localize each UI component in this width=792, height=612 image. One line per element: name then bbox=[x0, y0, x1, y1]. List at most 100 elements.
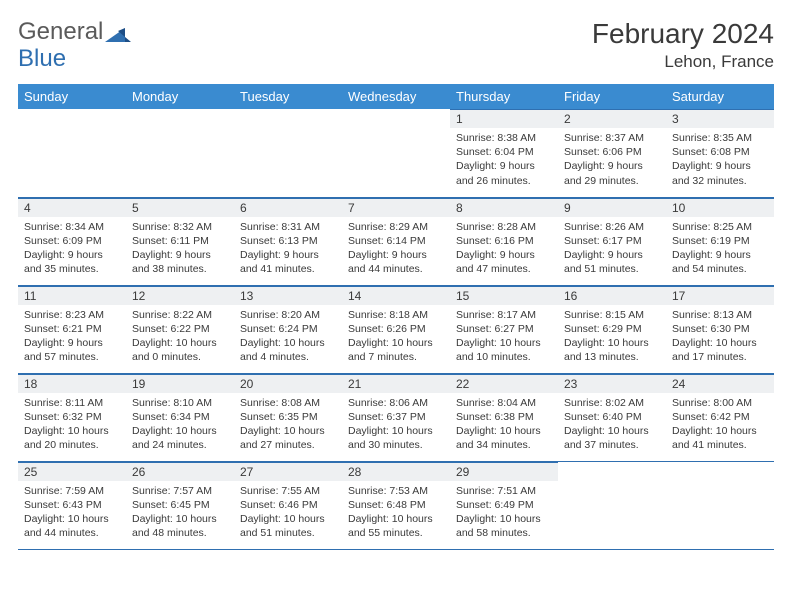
day-details: Sunrise: 8:08 AMSunset: 6:35 PMDaylight:… bbox=[234, 393, 342, 457]
day-details: Sunrise: 8:17 AMSunset: 6:27 PMDaylight:… bbox=[450, 305, 558, 369]
day-number: 4 bbox=[18, 198, 126, 217]
calendar-cell: 21Sunrise: 8:06 AMSunset: 6:37 PMDayligh… bbox=[342, 373, 450, 461]
weekday-header: Tuesday bbox=[234, 84, 342, 109]
logo-mark-icon bbox=[105, 24, 131, 44]
calendar-cell bbox=[342, 109, 450, 197]
calendar-table: Sunday Monday Tuesday Wednesday Thursday… bbox=[18, 84, 774, 550]
day-number: 15 bbox=[450, 286, 558, 305]
day-number: 14 bbox=[342, 286, 450, 305]
day-details: Sunrise: 8:22 AMSunset: 6:22 PMDaylight:… bbox=[126, 305, 234, 369]
calendar-cell: 27Sunrise: 7:55 AMSunset: 6:46 PMDayligh… bbox=[234, 461, 342, 549]
day-details: Sunrise: 8:26 AMSunset: 6:17 PMDaylight:… bbox=[558, 217, 666, 281]
location: Lehon, France bbox=[592, 52, 774, 72]
calendar-cell bbox=[126, 109, 234, 197]
day-number: 27 bbox=[234, 462, 342, 481]
day-details: Sunrise: 7:57 AMSunset: 6:45 PMDaylight:… bbox=[126, 481, 234, 545]
logo: General bbox=[18, 18, 131, 46]
day-number: 9 bbox=[558, 198, 666, 217]
calendar-cell: 17Sunrise: 8:13 AMSunset: 6:30 PMDayligh… bbox=[666, 285, 774, 373]
day-details: Sunrise: 8:00 AMSunset: 6:42 PMDaylight:… bbox=[666, 393, 774, 457]
day-details: Sunrise: 8:25 AMSunset: 6:19 PMDaylight:… bbox=[666, 217, 774, 281]
day-number: 23 bbox=[558, 374, 666, 393]
day-details: Sunrise: 7:59 AMSunset: 6:43 PMDaylight:… bbox=[18, 481, 126, 545]
calendar-row: 11Sunrise: 8:23 AMSunset: 6:21 PMDayligh… bbox=[18, 285, 774, 373]
weekday-header: Friday bbox=[558, 84, 666, 109]
calendar-cell: 3Sunrise: 8:35 AMSunset: 6:08 PMDaylight… bbox=[666, 109, 774, 197]
calendar-cell: 1Sunrise: 8:38 AMSunset: 6:04 PMDaylight… bbox=[450, 109, 558, 197]
day-number: 20 bbox=[234, 374, 342, 393]
day-number: 3 bbox=[666, 109, 774, 128]
day-number: 18 bbox=[18, 374, 126, 393]
day-number: 24 bbox=[666, 374, 774, 393]
day-details: Sunrise: 8:28 AMSunset: 6:16 PMDaylight:… bbox=[450, 217, 558, 281]
day-details: Sunrise: 8:06 AMSunset: 6:37 PMDaylight:… bbox=[342, 393, 450, 457]
calendar-cell: 23Sunrise: 8:02 AMSunset: 6:40 PMDayligh… bbox=[558, 373, 666, 461]
logo-text-2: Blue bbox=[18, 45, 66, 73]
calendar-cell: 12Sunrise: 8:22 AMSunset: 6:22 PMDayligh… bbox=[126, 285, 234, 373]
calendar-row: 1Sunrise: 8:38 AMSunset: 6:04 PMDaylight… bbox=[18, 109, 774, 197]
day-details: Sunrise: 7:51 AMSunset: 6:49 PMDaylight:… bbox=[450, 481, 558, 545]
calendar-cell: 28Sunrise: 7:53 AMSunset: 6:48 PMDayligh… bbox=[342, 461, 450, 549]
title-block: February 2024 Lehon, France bbox=[592, 18, 774, 72]
calendar-cell bbox=[558, 461, 666, 549]
day-details: Sunrise: 7:55 AMSunset: 6:46 PMDaylight:… bbox=[234, 481, 342, 545]
calendar-row: 25Sunrise: 7:59 AMSunset: 6:43 PMDayligh… bbox=[18, 461, 774, 549]
logo-text-1: General bbox=[18, 18, 103, 46]
calendar-cell bbox=[666, 461, 774, 549]
weekday-header-row: Sunday Monday Tuesday Wednesday Thursday… bbox=[18, 84, 774, 109]
calendar-cell: 5Sunrise: 8:32 AMSunset: 6:11 PMDaylight… bbox=[126, 197, 234, 285]
calendar-row: 18Sunrise: 8:11 AMSunset: 6:32 PMDayligh… bbox=[18, 373, 774, 461]
calendar-cell: 29Sunrise: 7:51 AMSunset: 6:49 PMDayligh… bbox=[450, 461, 558, 549]
day-details: Sunrise: 8:15 AMSunset: 6:29 PMDaylight:… bbox=[558, 305, 666, 369]
month-title: February 2024 bbox=[592, 18, 774, 50]
day-details: Sunrise: 8:29 AMSunset: 6:14 PMDaylight:… bbox=[342, 217, 450, 281]
day-number: 25 bbox=[18, 462, 126, 481]
weekday-header: Wednesday bbox=[342, 84, 450, 109]
day-details: Sunrise: 7:53 AMSunset: 6:48 PMDaylight:… bbox=[342, 481, 450, 545]
calendar-cell: 8Sunrise: 8:28 AMSunset: 6:16 PMDaylight… bbox=[450, 197, 558, 285]
calendar-cell: 22Sunrise: 8:04 AMSunset: 6:38 PMDayligh… bbox=[450, 373, 558, 461]
calendar-cell bbox=[18, 109, 126, 197]
calendar-cell: 9Sunrise: 8:26 AMSunset: 6:17 PMDaylight… bbox=[558, 197, 666, 285]
calendar-cell: 20Sunrise: 8:08 AMSunset: 6:35 PMDayligh… bbox=[234, 373, 342, 461]
day-details: Sunrise: 8:38 AMSunset: 6:04 PMDaylight:… bbox=[450, 128, 558, 192]
day-number: 1 bbox=[450, 109, 558, 128]
day-number: 19 bbox=[126, 374, 234, 393]
day-number: 6 bbox=[234, 198, 342, 217]
day-details: Sunrise: 8:37 AMSunset: 6:06 PMDaylight:… bbox=[558, 128, 666, 192]
weekday-header: Saturday bbox=[666, 84, 774, 109]
day-number: 12 bbox=[126, 286, 234, 305]
day-number: 5 bbox=[126, 198, 234, 217]
calendar-cell: 11Sunrise: 8:23 AMSunset: 6:21 PMDayligh… bbox=[18, 285, 126, 373]
day-details: Sunrise: 8:11 AMSunset: 6:32 PMDaylight:… bbox=[18, 393, 126, 457]
calendar-cell: 15Sunrise: 8:17 AMSunset: 6:27 PMDayligh… bbox=[450, 285, 558, 373]
day-number: 28 bbox=[342, 462, 450, 481]
day-number: 26 bbox=[126, 462, 234, 481]
day-number: 10 bbox=[666, 198, 774, 217]
day-details: Sunrise: 8:18 AMSunset: 6:26 PMDaylight:… bbox=[342, 305, 450, 369]
weekday-header: Sunday bbox=[18, 84, 126, 109]
calendar-row: 4Sunrise: 8:34 AMSunset: 6:09 PMDaylight… bbox=[18, 197, 774, 285]
calendar-cell: 14Sunrise: 8:18 AMSunset: 6:26 PMDayligh… bbox=[342, 285, 450, 373]
day-details: Sunrise: 8:35 AMSunset: 6:08 PMDaylight:… bbox=[666, 128, 774, 192]
calendar-cell: 4Sunrise: 8:34 AMSunset: 6:09 PMDaylight… bbox=[18, 197, 126, 285]
day-details: Sunrise: 8:02 AMSunset: 6:40 PMDaylight:… bbox=[558, 393, 666, 457]
day-details: Sunrise: 8:32 AMSunset: 6:11 PMDaylight:… bbox=[126, 217, 234, 281]
calendar-cell: 7Sunrise: 8:29 AMSunset: 6:14 PMDaylight… bbox=[342, 197, 450, 285]
day-number: 29 bbox=[450, 462, 558, 481]
calendar-cell bbox=[234, 109, 342, 197]
day-number: 16 bbox=[558, 286, 666, 305]
day-details: Sunrise: 8:13 AMSunset: 6:30 PMDaylight:… bbox=[666, 305, 774, 369]
day-number: 21 bbox=[342, 374, 450, 393]
weekday-header: Monday bbox=[126, 84, 234, 109]
calendar-cell: 6Sunrise: 8:31 AMSunset: 6:13 PMDaylight… bbox=[234, 197, 342, 285]
day-number: 11 bbox=[18, 286, 126, 305]
day-number: 8 bbox=[450, 198, 558, 217]
day-details: Sunrise: 8:34 AMSunset: 6:09 PMDaylight:… bbox=[18, 217, 126, 281]
day-details: Sunrise: 8:10 AMSunset: 6:34 PMDaylight:… bbox=[126, 393, 234, 457]
day-number: 22 bbox=[450, 374, 558, 393]
day-details: Sunrise: 8:04 AMSunset: 6:38 PMDaylight:… bbox=[450, 393, 558, 457]
day-details: Sunrise: 8:31 AMSunset: 6:13 PMDaylight:… bbox=[234, 217, 342, 281]
day-number: 2 bbox=[558, 109, 666, 128]
calendar-cell: 24Sunrise: 8:00 AMSunset: 6:42 PMDayligh… bbox=[666, 373, 774, 461]
